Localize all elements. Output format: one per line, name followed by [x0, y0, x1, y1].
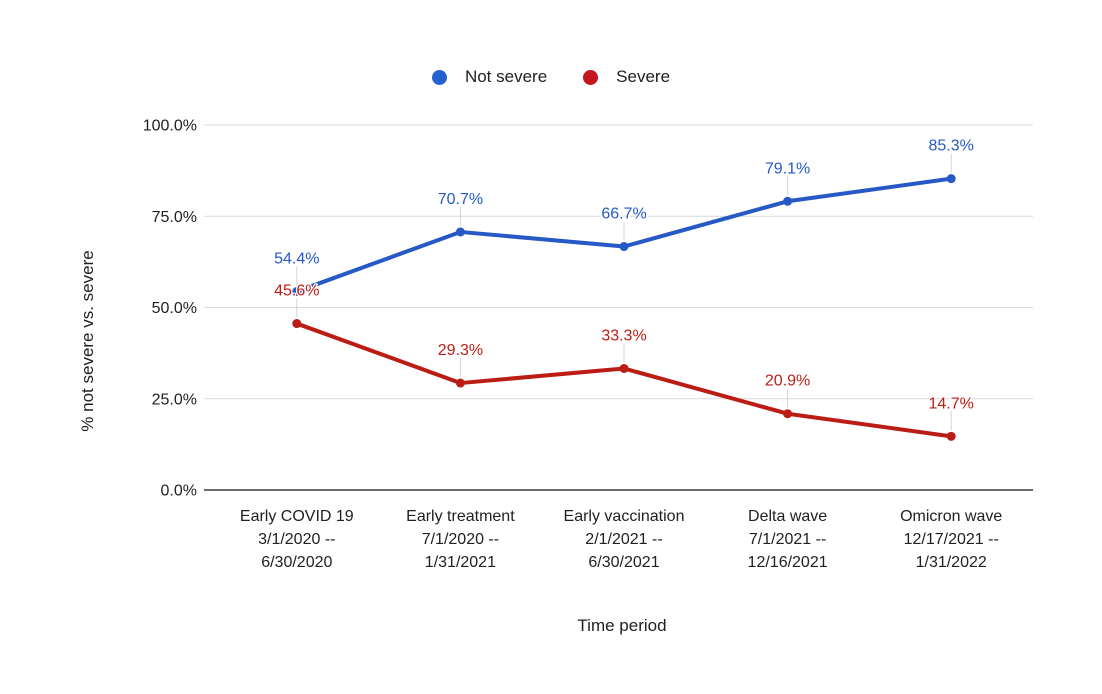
- data-point: [292, 286, 302, 296]
- data-label: 79.1%: [765, 160, 810, 177]
- category-label: Early vaccination 2/1/2021 --6/30/2021: [564, 508, 685, 571]
- legend-label-not-severe: Not severe: [464, 67, 548, 86]
- legend-marker-severe-icon: [583, 69, 599, 85]
- legend-marker-not-severe-icon: [431, 69, 447, 85]
- category-label: Delta wave 7/1/2021 --12/16/2021: [748, 508, 828, 571]
- data-label: 14.7%: [929, 395, 974, 412]
- legend-label-severe: Severe: [616, 67, 671, 86]
- data-point: [455, 378, 465, 388]
- x-axis-title: Time period: [577, 616, 667, 635]
- data-point: [783, 409, 793, 419]
- data-point: [619, 363, 629, 373]
- y-tick-label: 50.0%: [152, 300, 197, 317]
- chart-legend: Not severe Severe: [0, 67, 1102, 87]
- data-point: [783, 196, 793, 206]
- y-tick-label: 75.0%: [152, 209, 197, 226]
- legend-item-not-severe: Not severe: [431, 67, 548, 87]
- data-point: [292, 319, 302, 329]
- data-label: 20.9%: [765, 373, 810, 390]
- y-tick-label: 0.0%: [161, 483, 197, 500]
- data-point: [946, 174, 956, 184]
- data-point: [455, 227, 465, 237]
- data-point: [619, 242, 629, 252]
- category-label: Early treatment 7/1/2020 --1/31/2021: [406, 508, 515, 571]
- legend-item-severe: Severe: [583, 67, 670, 87]
- data-label: 45.6%: [274, 283, 319, 300]
- category-label: Early COVID 19 3/1/2020 --6/30/2020: [240, 508, 354, 571]
- data-point: [946, 431, 956, 441]
- data-label: 85.3%: [929, 138, 974, 155]
- data-label: 66.7%: [601, 206, 646, 223]
- data-label: 54.4%: [274, 250, 319, 267]
- category-label: Omicron wave 12/17/2021 --1/31/2022: [900, 508, 1002, 571]
- y-tick-label: 25.0%: [152, 391, 197, 408]
- y-tick-label: 100.0%: [143, 118, 197, 135]
- data-label: 33.3%: [601, 327, 646, 344]
- data-label: 70.7%: [438, 191, 483, 208]
- data-label: 29.3%: [438, 342, 483, 359]
